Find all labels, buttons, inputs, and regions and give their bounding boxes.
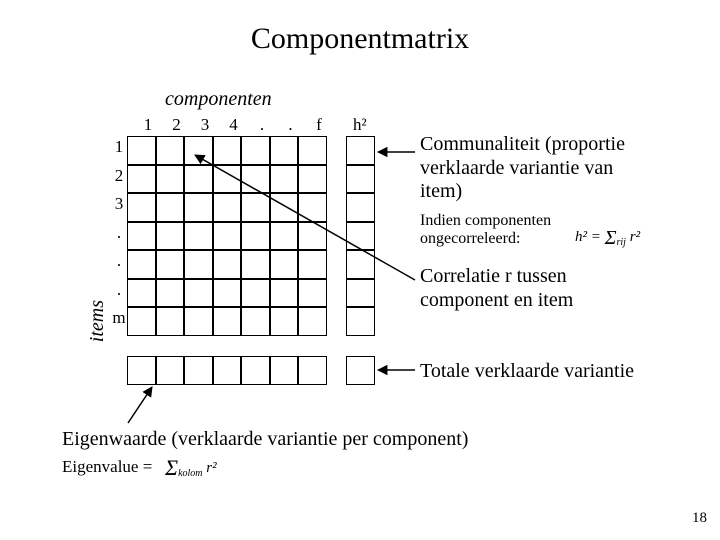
matrix-cell <box>270 250 299 279</box>
matrix-cell <box>184 165 213 194</box>
eig-cell <box>298 356 327 385</box>
matrix-cell <box>241 307 270 336</box>
matrix-cell <box>241 193 270 222</box>
eig-cell <box>213 356 242 385</box>
matrix-cell <box>241 136 270 165</box>
col-label-3: 4 <box>220 115 248 135</box>
col-label-4: . <box>248 115 276 135</box>
matrix-cell <box>241 165 270 194</box>
matrix-cell <box>156 136 185 165</box>
matrix-cell <box>184 136 213 165</box>
matrix-cell <box>270 165 299 194</box>
matrix-cell <box>213 165 242 194</box>
eig-cell <box>270 356 299 385</box>
matrix-cell <box>213 222 242 251</box>
total-variance-cell <box>346 356 375 385</box>
h2-label: h² <box>353 115 367 135</box>
eigenvalue-equals: Eigenvalue = <box>62 457 152 477</box>
matrix-cell <box>127 193 156 222</box>
matrix-cell <box>298 279 327 308</box>
col-label-1: 2 <box>163 115 191 135</box>
matrix-cell <box>213 250 242 279</box>
formula-eigenvalue: Σkolom r² <box>165 452 217 479</box>
matrix-cell <box>298 165 327 194</box>
matrix-cell <box>298 307 327 336</box>
matrix-cell <box>127 250 156 279</box>
matrix-cell <box>241 250 270 279</box>
matrix-cell <box>184 250 213 279</box>
matrix-cell <box>184 279 213 308</box>
row-header: items <box>86 300 109 342</box>
h2-cell <box>346 307 375 336</box>
matrix-cell <box>127 279 156 308</box>
matrix-cell <box>184 193 213 222</box>
eigenwaarde-line: Eigenwaarde (verklaarde variantie per co… <box>62 428 468 451</box>
col-label-5: . <box>277 115 305 135</box>
h2-cell <box>346 165 375 194</box>
matrix-cell <box>270 136 299 165</box>
eig-cell <box>127 356 156 385</box>
matrix-cell <box>298 222 327 251</box>
annotation-correlatie: Correlatie r tussencomponent en item <box>420 265 573 312</box>
h2-cell <box>346 136 375 165</box>
matrix-cell <box>241 279 270 308</box>
matrix-cell <box>156 222 185 251</box>
matrix-cell <box>213 136 242 165</box>
matrix-cell <box>298 136 327 165</box>
eig-cell <box>241 356 270 385</box>
eig-cell <box>184 356 213 385</box>
matrix-cell <box>213 193 242 222</box>
eig-cell <box>156 356 185 385</box>
matrix-cell <box>270 279 299 308</box>
annotation-totale: Totale verklaarde variantie <box>420 360 634 384</box>
column-header: componenten <box>165 88 272 111</box>
page-number: 18 <box>692 510 707 527</box>
matrix-cell <box>184 222 213 251</box>
matrix-cell <box>156 193 185 222</box>
matrix-cell <box>270 193 299 222</box>
annotation-indien: Indien componentenongecorreleerd: <box>420 212 551 249</box>
matrix-cell <box>156 165 185 194</box>
annotation-communaliteit: Communaliteit (proportieverklaarde varia… <box>420 133 625 204</box>
h2-column <box>346 136 375 336</box>
eigenvalue-row <box>127 356 327 385</box>
matrix-cell <box>184 307 213 336</box>
matrix-cell <box>213 279 242 308</box>
h2-cell <box>346 250 375 279</box>
matrix-cell <box>156 250 185 279</box>
component-matrix-grid <box>127 136 327 336</box>
matrix-cell <box>213 307 242 336</box>
matrix-cell <box>298 193 327 222</box>
matrix-cell <box>298 250 327 279</box>
matrix-cell <box>241 222 270 251</box>
h2-cell <box>346 279 375 308</box>
col-label-6: f <box>305 115 333 135</box>
matrix-cell <box>127 165 156 194</box>
col-label-2: 3 <box>191 115 219 135</box>
matrix-cell <box>127 307 156 336</box>
matrix-cell <box>156 279 185 308</box>
matrix-cell <box>270 222 299 251</box>
h2-cell <box>346 222 375 251</box>
matrix-cell <box>156 307 185 336</box>
h2-cell <box>346 193 375 222</box>
matrix-cell <box>127 222 156 251</box>
col-label-0: 1 <box>134 115 162 135</box>
matrix-cell <box>127 136 156 165</box>
page-title: Componentmatrix <box>0 22 720 56</box>
formula-h2: h² = Σrij r² <box>575 224 640 248</box>
matrix-cell <box>270 307 299 336</box>
